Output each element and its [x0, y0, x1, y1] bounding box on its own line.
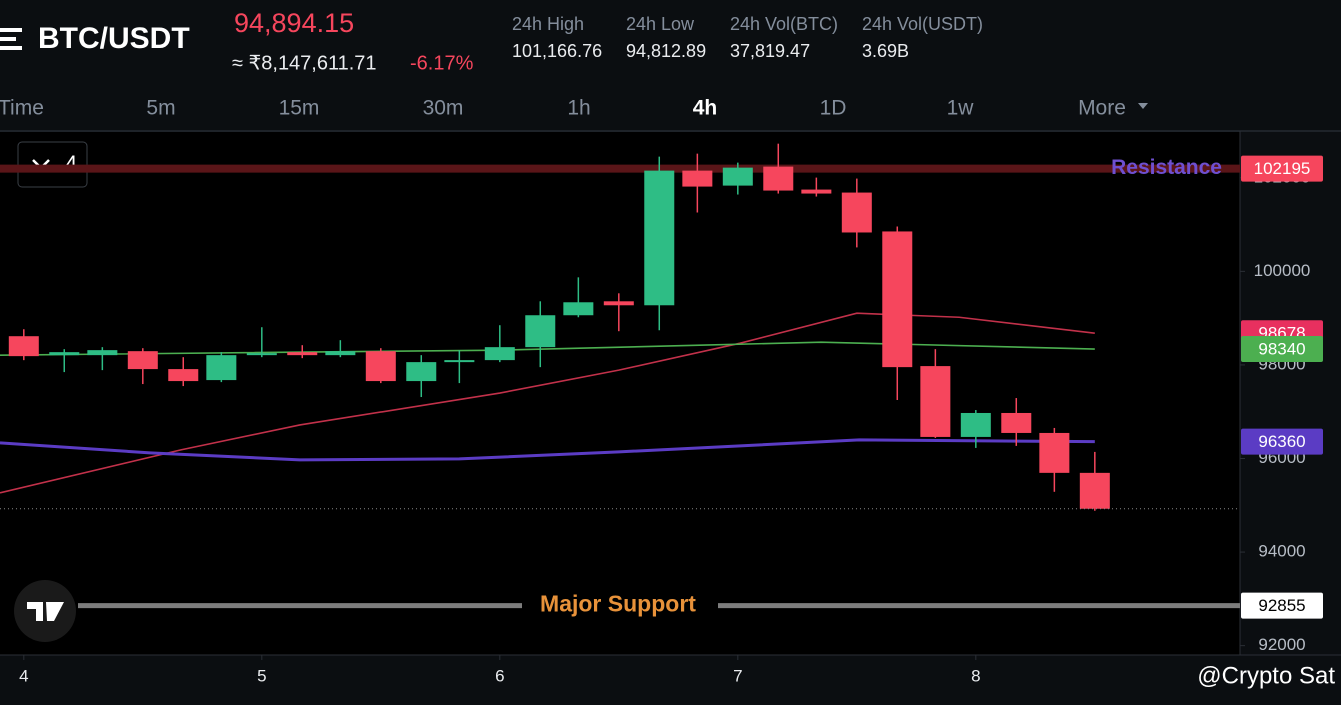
candle-body [444, 360, 475, 363]
candle-body [246, 353, 277, 356]
price-tag-label: 96360 [1258, 432, 1305, 451]
candle-body [127, 351, 158, 370]
candle-body [882, 231, 913, 368]
candle-body [206, 355, 237, 381]
logo-circle [14, 580, 76, 642]
candle-body [603, 301, 634, 306]
pair: BTC/USDT [38, 22, 190, 55]
menu-icon [0, 46, 22, 50]
candle-body [841, 192, 872, 233]
price-tag-label: 98340 [1258, 340, 1305, 359]
plot [0, 143, 1240, 622]
y-tick-label: 92000 [1258, 635, 1305, 654]
candle-body [168, 369, 199, 382]
price-tag [1241, 428, 1323, 455]
plot-area [0, 131, 1240, 655]
stat-label: 24h Vol(BTC) [730, 14, 838, 34]
watermark: @Crypto Sat [1197, 662, 1335, 689]
stat-value: 101,166.76 [512, 41, 602, 61]
candle-body [801, 189, 832, 194]
ma-line [0, 312, 1095, 494]
menu-icon [0, 37, 16, 41]
stat-value: 3.69B [862, 41, 909, 61]
stat-value: 94,812.89 [626, 41, 706, 61]
timeframe[interactable]: 1h [567, 97, 590, 120]
x-tick-label: 7 [733, 666, 742, 685]
dropdown-arrow [1138, 103, 1148, 109]
candle-body [722, 167, 753, 186]
x-tick-label: 8 [971, 666, 980, 685]
candle-body [563, 302, 594, 316]
logo-glyph [27, 602, 64, 621]
resistance-label: Resistance [1111, 156, 1222, 179]
candle-body [763, 166, 794, 191]
timeframe[interactable]: Time [0, 97, 44, 120]
candle-body [365, 351, 396, 382]
price-tag [1241, 155, 1323, 182]
ma-line [0, 438, 1095, 462]
candle-body [8, 336, 39, 357]
candle-body [87, 350, 118, 356]
timeframe[interactable]: 5m [146, 97, 175, 120]
price: 94,894.15 [234, 8, 354, 38]
candle-body [406, 362, 437, 382]
candle-body [49, 352, 80, 356]
price-tag [1241, 592, 1323, 619]
change: -6.17% [410, 52, 474, 74]
stat-label: 24h Vol(USDT) [862, 14, 983, 34]
candle-body [525, 315, 556, 348]
candle-body [1001, 412, 1032, 433]
candle-body [960, 412, 991, 437]
candle-body [287, 352, 318, 356]
price-tag [1241, 336, 1323, 363]
stat-label: 24h High [512, 14, 584, 34]
candle-body [325, 351, 356, 356]
timeframe[interactable]: 1D [820, 97, 847, 120]
timeframe[interactable]: 1w [947, 97, 975, 120]
timeframe[interactable]: More [1078, 97, 1126, 120]
price-inr: ≈ ₹8,147,611.71 [232, 52, 377, 74]
timeframe[interactable]: 30m [423, 97, 464, 120]
badge-box[interactable] [17, 141, 88, 188]
support-label: Major Support [540, 591, 696, 617]
menu-icon[interactable] [0, 28, 22, 32]
stat-label: 24h Low [626, 14, 695, 34]
timeframe[interactable]: 4h [693, 97, 718, 120]
x-tick-label: 4 [19, 666, 28, 685]
candle-body [644, 170, 675, 306]
indicator-badge[interactable]: 4 [17, 141, 88, 188]
candle-body [682, 170, 713, 187]
candle-body [484, 347, 515, 361]
candle-body [920, 366, 951, 437]
candle-body [1039, 432, 1070, 473]
price-tag-label: 92855 [1258, 596, 1305, 615]
candle-body [1079, 472, 1110, 509]
tv-logo [14, 580, 76, 642]
timeframe[interactable]: 15m [279, 97, 320, 120]
y-tick-label: 94000 [1258, 542, 1305, 561]
price-tag-label: 102195 [1254, 159, 1311, 178]
x-tick-label: 6 [495, 666, 504, 685]
stat-value: 37,819.47 [730, 41, 810, 61]
support-label-bg [522, 589, 718, 622]
y-tick-label: 100000 [1254, 261, 1311, 280]
x-tick-label: 5 [257, 666, 266, 685]
